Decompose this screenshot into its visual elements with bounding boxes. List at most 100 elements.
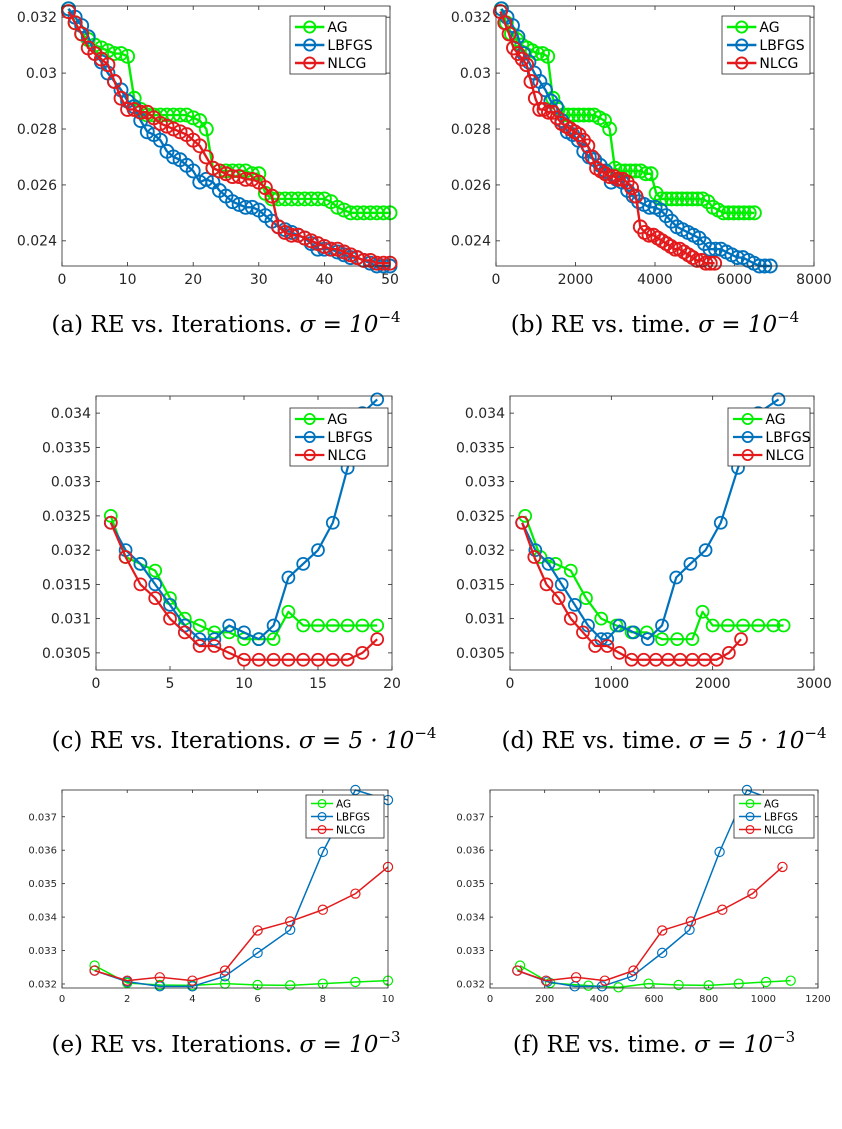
data-point-nlcg [330,241,345,257]
y-tick-label: 0.033 [28,946,57,957]
data-point-ag [766,618,781,633]
data-point-nlcg [515,515,530,530]
data-point-nlcg [89,965,100,976]
data-point-lbfgs [541,556,556,571]
y-tick-label: 0.0315 [42,577,91,593]
x-tick-label: 5 [166,676,175,692]
data-point-lbfgs [554,577,569,592]
caption: (d) RE vs. time. σ = 5 · 10−4 [501,724,826,754]
data-point-lbfgs [285,924,296,936]
x-tick-label: 2 [124,994,130,1005]
data-point-lbfgs [139,124,155,140]
data-point-nlcg [152,115,168,131]
data-point-lbfgs [528,543,543,558]
data-point-lbfgs [626,625,641,640]
x-tick-label: 1000 [751,994,776,1005]
data-point-ag [670,632,685,647]
x-tick-label: 8 [320,994,326,1005]
legend-marker-nlcg [317,824,327,835]
data-point-ag [690,191,705,207]
chart-panel-1: 0 10 20 30 40 50 0.024 0.026 0.028 0.03 0.032 AG LBF… [17,1,401,338]
data-point-lbfgs [225,194,241,210]
legend-marker-ag [303,413,316,425]
data-point-ag [103,508,118,523]
chart-panel-6: 0 200 400 600 800 1000 1200 0.032 0.033 0.034 0.03… [456,784,831,1058]
y-tick-label: 0.036 [28,846,57,857]
x-tick-label: 30 [250,272,268,288]
data-point-nlcg [722,645,736,660]
data-point-lbfgs [729,250,745,266]
caption-text: (c) RE vs. Iterations. [52,728,299,754]
data-point-lbfgs [252,947,263,959]
data-point-ag [148,563,163,578]
data-point-lbfgs [771,392,786,407]
y-tick-label: 0.032 [456,979,485,990]
data-point-nlcg [734,632,748,647]
legend-marker-lbfgs [745,811,755,822]
series-line-lbfgs [517,789,775,988]
x-tick-label: 800 [699,994,718,1005]
legend-label-nlcg: NLCG [327,56,366,72]
data-point-nlcg [350,888,361,899]
data-point-nlcg [198,149,214,165]
x-tick-label: 400 [590,994,609,1005]
data-point-lbfgs [567,598,582,612]
data-point-ag [340,618,355,633]
caption-sigma: σ = 10 [300,1032,379,1058]
data-point-nlcg [370,632,385,647]
data-point-lbfgs [707,241,723,257]
caption-sigma: σ = 10 [694,1032,773,1058]
data-point-ag [330,199,345,215]
data-point-nlcg [576,625,590,640]
legend-label-nlcg: NLCG [765,448,804,464]
data-point-ag [325,618,340,633]
data-point-ag [120,48,136,64]
data-point-nlcg [628,188,644,204]
legend-marker-nlcg [303,56,317,70]
legend-marker-nlcg [303,449,316,461]
data-point-nlcg [205,160,221,176]
data-point-ag [613,982,624,993]
data-point-nlcg [187,975,198,986]
data-point-lbfgs [612,618,627,633]
data-point-ag [296,618,311,633]
y-tick-label: 0.0305 [42,646,91,662]
data-point-lbfgs [684,924,695,936]
caption: (c) RE vs. Iterations. σ = 5 · 10−4 [52,724,437,754]
caption-sigma: σ = 5 · 10 [689,728,804,754]
legend-marker-ag [735,20,749,34]
data-point-ag [776,618,791,633]
data-point-nlcg [527,550,542,564]
x-tick-label: 200 [535,994,554,1005]
data-point-nlcg [624,180,640,196]
axes-box [61,789,389,989]
data-point-nlcg [281,652,296,667]
data-point-nlcg [252,925,263,936]
data-point-ag [192,618,207,633]
legend-marker-lbfgs [317,811,327,822]
data-point-nlcg [303,233,319,249]
data-point-nlcg [747,888,758,899]
legend-marker-nlcg [745,824,755,835]
legend-label-lbfgs: LBFGS [765,430,810,446]
data-point-ag [355,618,370,633]
data-point-lbfgs [669,570,684,585]
caption-text: (f) RE vs. time. [513,1032,694,1058]
y-tick-label: 0.03 [26,66,57,82]
y-tick-label: 0.026 [451,178,491,194]
data-point-nlcg [297,230,313,246]
caption-text: (a) RE vs. Iterations. [51,312,299,338]
data-point-ag [285,980,296,991]
axes-box [509,395,815,671]
legend-marker-ag [303,20,317,34]
data-point-ag [731,205,747,221]
data-point-nlcg [355,645,370,660]
data-point-nlcg [154,972,165,983]
data-point-ag [673,979,684,991]
x-tick-label: 600 [644,994,663,1005]
